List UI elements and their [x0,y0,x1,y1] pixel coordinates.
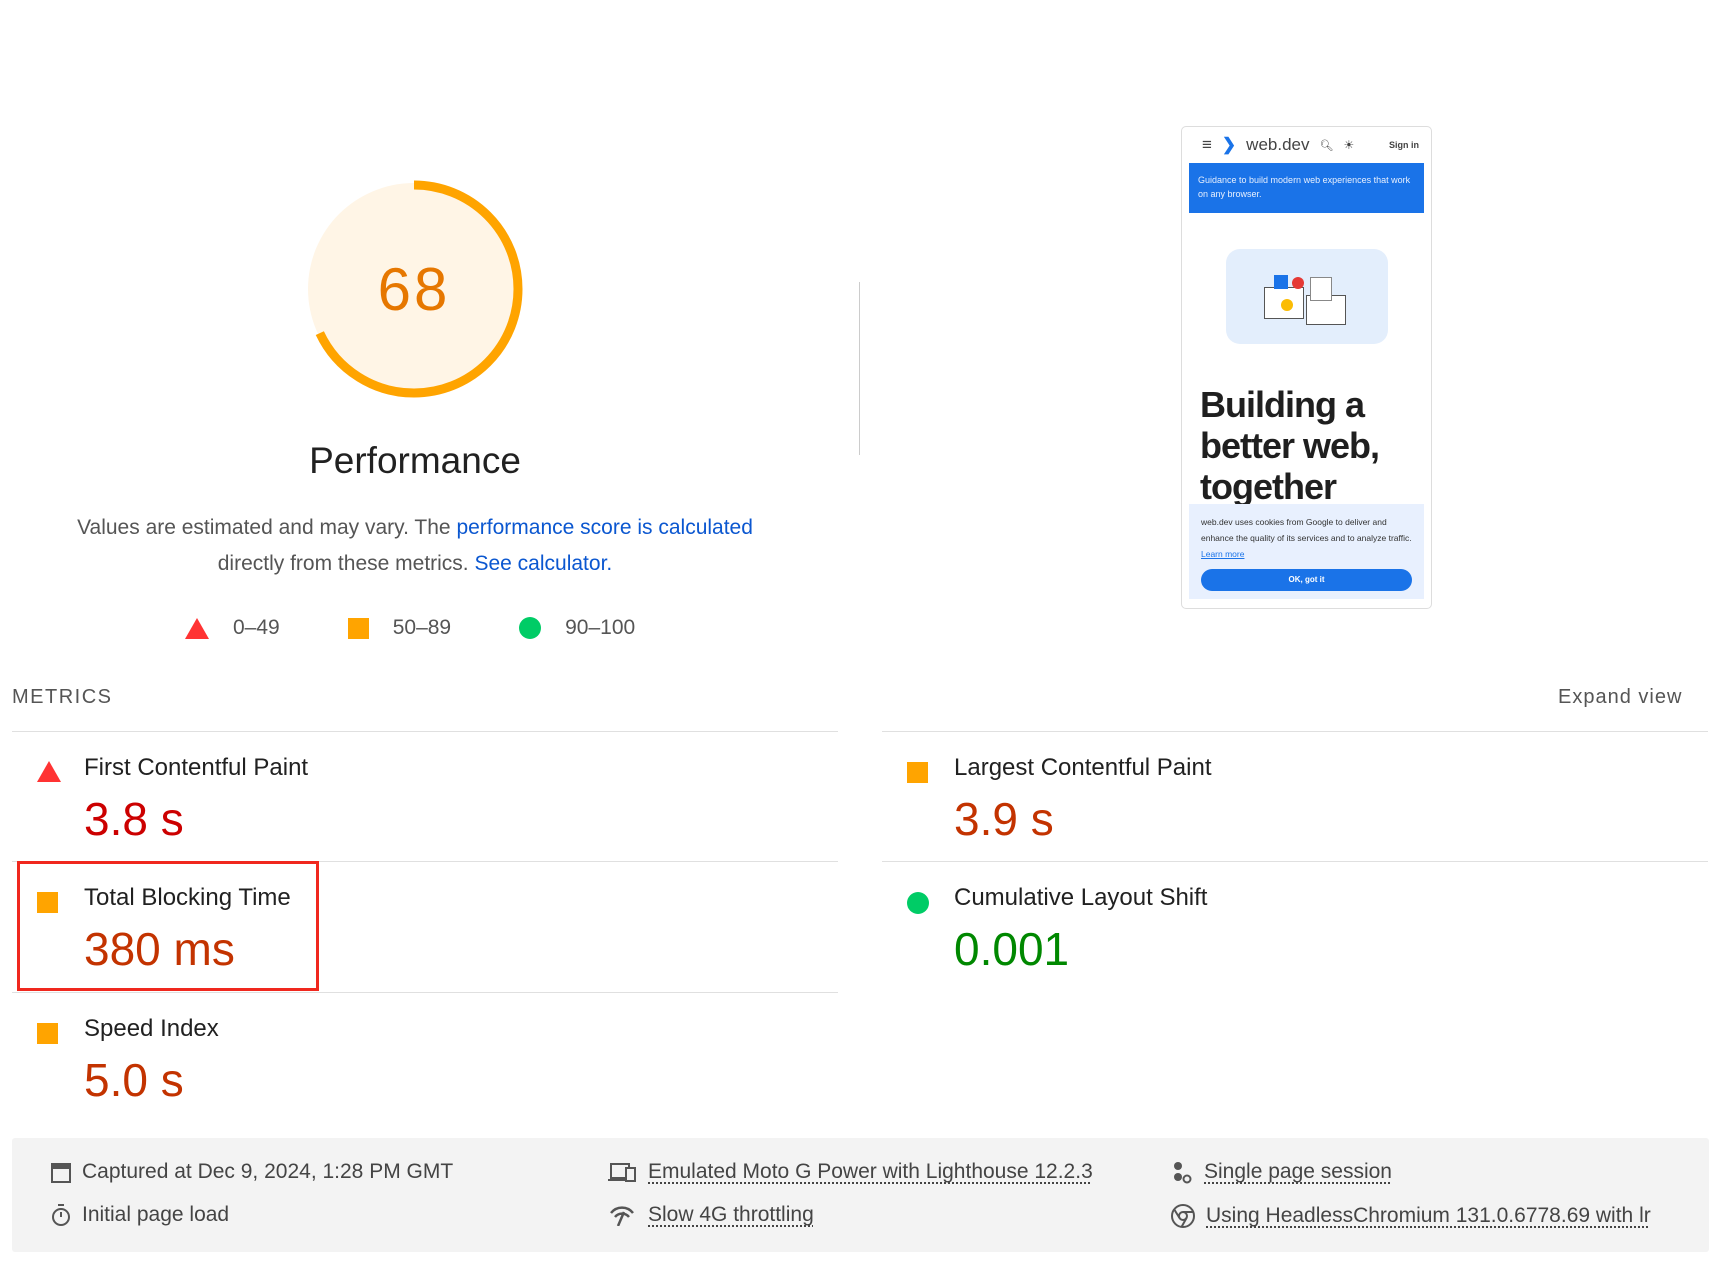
menu-icon: ≡ [1202,135,1212,154]
metrics-heading: METRICS [12,686,113,708]
vertical-divider [859,282,860,455]
score-description: Values are estimated and may vary. The p… [77,516,753,575]
expand-view-toggle[interactable]: Expand view [1558,686,1683,708]
session-link[interactable]: Single page session [1204,1160,1392,1183]
fail-triangle-icon [37,761,61,782]
divider [12,992,838,993]
divider [12,861,838,862]
browser-link[interactable]: Using HeadlessChromium 131.0.6778.69 wit… [1206,1204,1651,1227]
performance-score: 68 [377,255,451,323]
score-calculated-link[interactable]: performance score is calculated [456,516,753,539]
metric-cumulative-layout-shift: Cumulative Layout Shift 0.001 [882,862,1708,992]
metric-total-blocking-time: Total Blocking Time 380 ms [12,862,838,992]
throttling-link[interactable]: Slow 4G throttling [648,1203,814,1226]
metric-largest-contentful-paint: Largest Contentful Paint 3.9 s [882,732,1708,862]
divider [882,861,1708,862]
runtime-settings: Captured at Dec 9, 2024, 1:28 PM GMT Ini… [12,1138,1709,1252]
sign-in: Sign in [1389,140,1419,150]
webdev-logo-icon: ❯ [1221,135,1237,154]
device-icon [608,1163,636,1182]
metric-first-contentful-paint: First Contentful Paint 3.8 s [12,732,838,862]
timer-icon [52,1204,70,1226]
divider [882,731,1708,732]
banner: Guidance to build modern web experiences… [1189,163,1424,213]
average-square-icon [37,1023,58,1044]
theme-icon: ☀ [1343,138,1355,152]
search-icon: 🔍︎ [1319,139,1334,152]
divider [12,731,838,732]
metric-speed-index: Speed Index 5.0 s [12,993,838,1123]
average-square-icon [37,892,58,913]
final-screenshot[interactable]: ≡ ❯ web.dev 🔍︎ ☀ Sign in Guidance to build mo… [1181,126,1432,609]
see-calculator-link[interactable]: See calculator. [474,552,613,575]
calendar-icon [51,1163,71,1183]
network-throttling-icon [610,1206,634,1226]
highlight-box [17,861,319,991]
average-square-icon [907,762,928,783]
hero-heading: Building a better web, together [1200,384,1380,507]
brand: web.dev [1246,135,1310,154]
chromium-icon [1171,1204,1195,1228]
device-link[interactable]: Emulated Moto G Power with Lighthouse 12… [648,1160,1093,1183]
score-arc [305,180,523,398]
pass-circle-icon [907,892,929,914]
score-legend: 0–49 50–89 90–100 [185,616,703,640]
fail-triangle-icon [185,617,209,639]
category-title: Performance [309,440,521,481]
cookie-ok-button: OK, got it [1201,569,1412,591]
performance-gauge [305,180,523,398]
average-square-icon [347,617,369,639]
session-icon [1174,1162,1192,1184]
cookie-banner: web.dev uses cookies from Google to deli… [1189,504,1424,599]
pass-circle-icon [519,617,542,639]
hero-illustration [1225,249,1388,344]
